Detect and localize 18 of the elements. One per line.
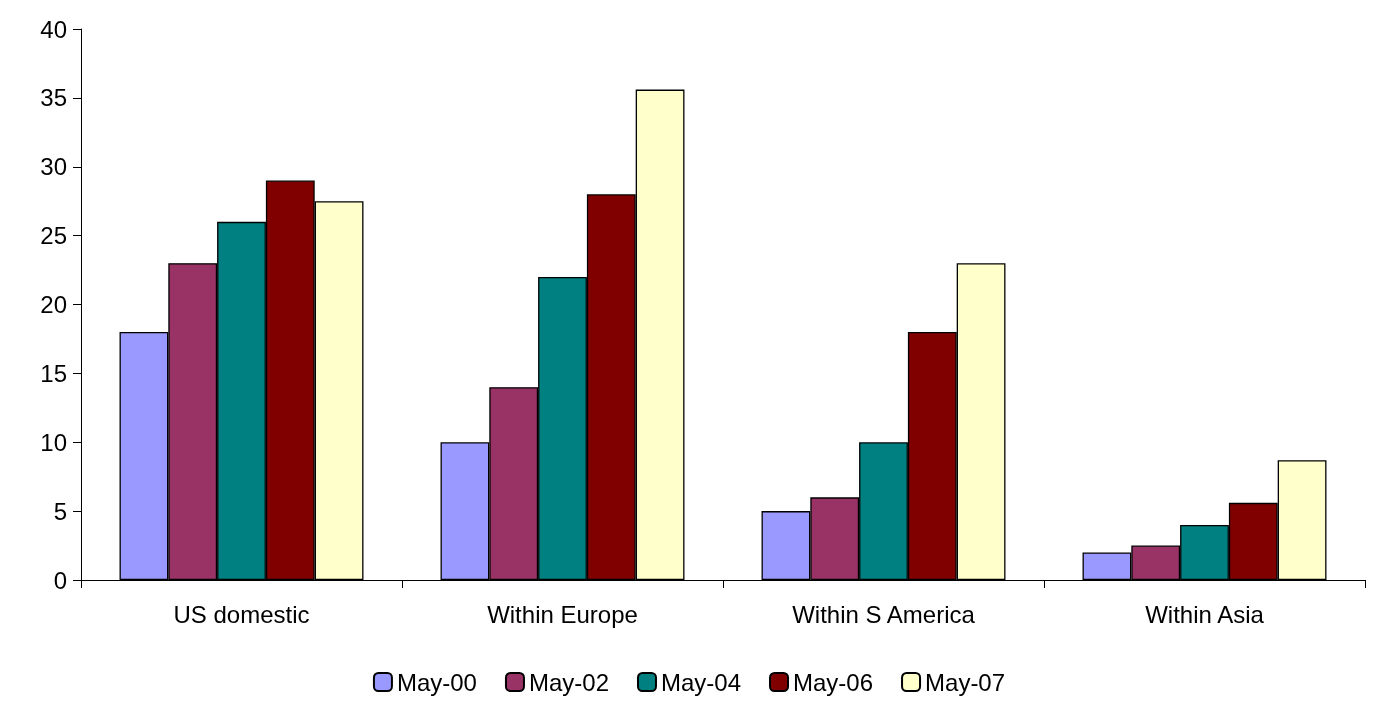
y-tick-label: 15	[40, 359, 67, 387]
y-tick-label: 35	[40, 84, 67, 112]
legend-label: May-02	[528, 668, 609, 696]
y-tick-label: 30	[40, 153, 67, 181]
y-tick-label: 20	[40, 291, 67, 318]
x-tick-label: US domestic	[173, 600, 310, 628]
y-tick-label: 25	[40, 222, 67, 250]
y-tick-label: 10	[40, 428, 67, 456]
legend-label: May-06	[793, 668, 874, 696]
x-tick-label: Within Europe	[487, 600, 638, 628]
x-tick-label: Within S America	[792, 600, 976, 628]
legend-label: May-00	[396, 668, 477, 696]
y-tick-label: 40	[40, 15, 67, 43]
y-tick-label: 0	[53, 566, 67, 594]
y-tick-label: 5	[53, 497, 67, 525]
legend-label: May-04	[660, 668, 742, 696]
legend-label: May-07	[925, 668, 1006, 696]
x-tick-label: Within Asia	[1145, 600, 1265, 628]
